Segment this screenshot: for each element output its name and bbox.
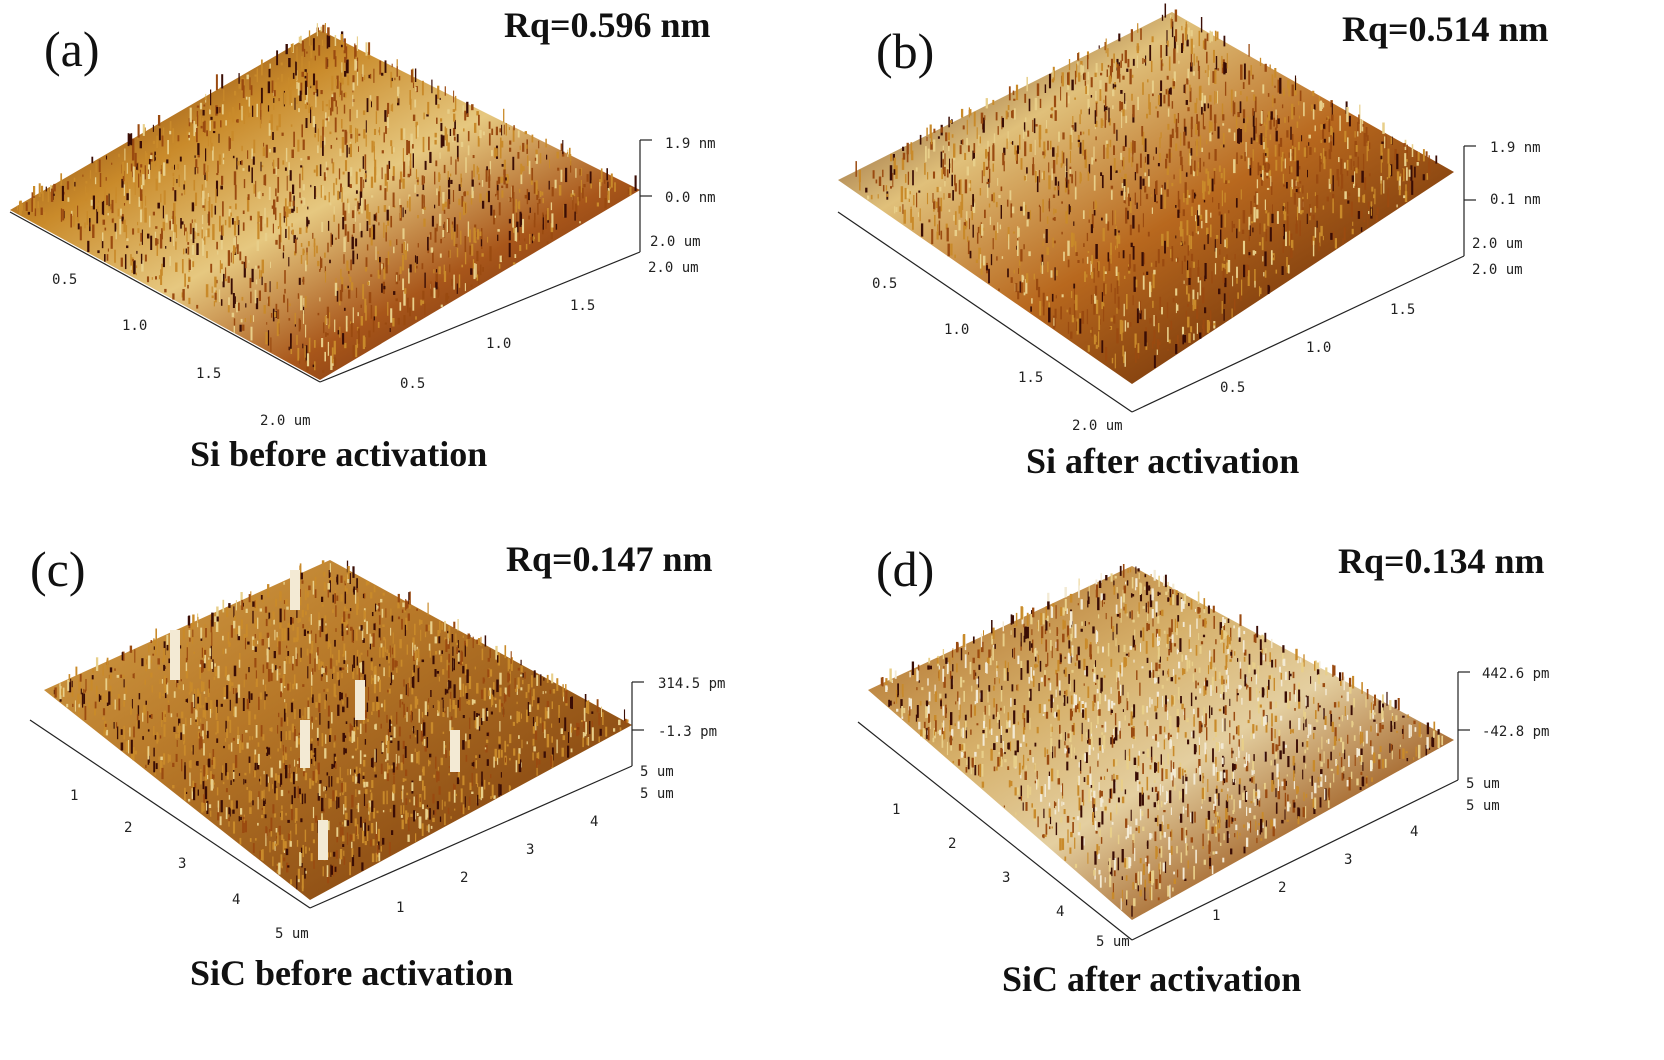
corner-label: 2.0 um bbox=[648, 260, 699, 276]
rq-value: Rq=0.514 nm bbox=[1342, 9, 1549, 49]
z-mid-label: 0.0 nm bbox=[665, 190, 716, 206]
panel-label: (b) bbox=[876, 23, 935, 79]
panel-caption: Si before activation bbox=[190, 434, 488, 474]
afm-surface-c: 314.5 pm -1.3 pm 5 um 5 um 5 um 1 2 3 4 … bbox=[29, 560, 725, 942]
tick-label: 1.5 bbox=[196, 366, 221, 382]
z-mid-label: 0.1 nm bbox=[1490, 192, 1541, 208]
tick-label: 1.5 bbox=[1390, 302, 1415, 318]
corner-label: 2.0 um bbox=[260, 413, 311, 429]
z-top-label: 1.9 nm bbox=[665, 136, 716, 152]
tick-label: 1.5 bbox=[1018, 370, 1043, 386]
panel-label: (a) bbox=[44, 21, 100, 77]
tick-label: 0.5 bbox=[400, 376, 425, 392]
rq-value: Rq=0.596 nm bbox=[504, 5, 711, 45]
corner-label: 2.0 um bbox=[1472, 236, 1523, 252]
tick-label: 1.0 bbox=[486, 336, 511, 352]
panel-a: 1.9 nm 0.0 nm 2.0 um 2.0 um 2.0 um 0.5 1… bbox=[0, 0, 832, 530]
tick-label: 1.0 bbox=[944, 322, 969, 338]
panel-b: 1.9 nm 0.1 nm 2.0 um 2.0 um 2.0 um 0.5 1… bbox=[832, 0, 1664, 530]
tick-label: 1.5 bbox=[570, 298, 595, 314]
corner-label: 2.0 um bbox=[650, 234, 701, 250]
corner-label: 2.0 um bbox=[1072, 418, 1123, 434]
z-top-label: 1.9 nm bbox=[1490, 140, 1541, 156]
panel-caption: Si after activation bbox=[1026, 441, 1300, 481]
tick-label: 0.5 bbox=[52, 272, 77, 288]
surface-body-a bbox=[10, 30, 640, 380]
tick-label: 1.0 bbox=[1306, 340, 1331, 356]
corner-label: 2.0 um bbox=[1472, 262, 1523, 278]
afm-surface-b: 1.9 nm 0.1 nm 2.0 um 2.0 um 2.0 um 0.5 1… bbox=[837, 3, 1541, 434]
tick-label: 0.5 bbox=[1220, 380, 1245, 396]
afm-surface-a: 1.9 nm 0.0 nm 2.0 um 2.0 um 2.0 um 0.5 1… bbox=[9, 23, 716, 429]
panel-c: 314.5 pm -1.3 pm 5 um 5 um 5 um 1 2 3 4 … bbox=[0, 530, 832, 1060]
tick-label: 0.5 bbox=[872, 276, 897, 292]
tick-label: 1.0 bbox=[122, 318, 147, 334]
